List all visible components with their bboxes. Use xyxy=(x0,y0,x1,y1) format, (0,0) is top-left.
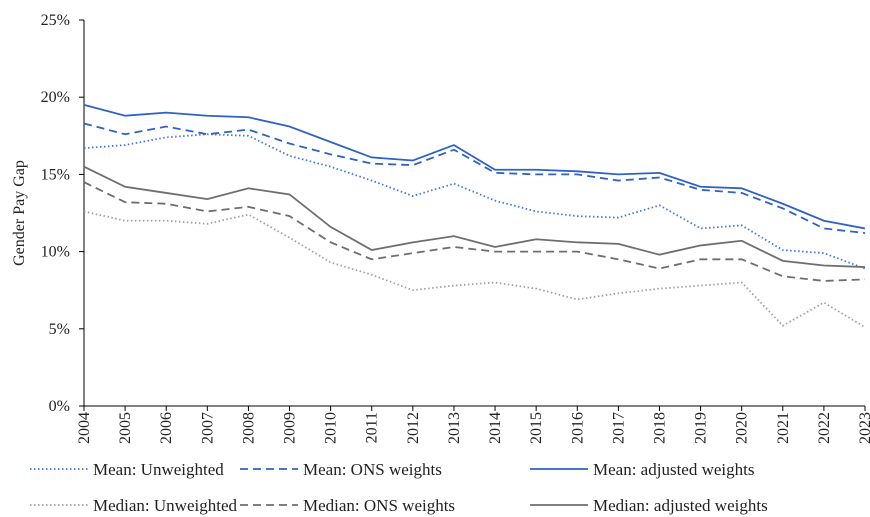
x-tick-label: 2022 xyxy=(816,412,833,444)
x-tick-label: 2005 xyxy=(117,412,134,444)
x-tick-label: 2014 xyxy=(487,412,504,444)
line xyxy=(83,181,866,282)
x-tick-label: 2007 xyxy=(199,412,216,444)
y-axis-title: Gender Pay Gap xyxy=(11,160,28,266)
legend-label: Median: ONS weights xyxy=(303,496,455,515)
x-tick-label: 2016 xyxy=(569,412,586,444)
x-tick-label: 2006 xyxy=(158,412,175,444)
legend-label: Median: Unweighted xyxy=(93,496,237,515)
x-tick-label: 2011 xyxy=(364,412,381,443)
y-tick-label: 20% xyxy=(41,89,70,106)
x-tick-label: 2012 xyxy=(405,412,422,444)
line xyxy=(83,122,866,234)
y-tick-label: 10% xyxy=(41,244,70,261)
x-tick-label: 2019 xyxy=(693,412,710,444)
x-tick-label: 2023 xyxy=(857,412,870,444)
y-tick-label: 15% xyxy=(41,166,70,183)
x-tick-label: 2020 xyxy=(734,412,751,444)
legend-label: Mean: adjusted weights xyxy=(593,460,754,479)
x-tick-label: 2021 xyxy=(775,412,792,444)
x-tick-label: 2013 xyxy=(446,412,463,444)
y-tick-label: 0% xyxy=(49,398,70,415)
x-tick-label: 2018 xyxy=(651,412,668,444)
x-tick-label: 2017 xyxy=(610,412,627,444)
y-tick-label: 25% xyxy=(41,12,70,29)
line xyxy=(83,165,866,268)
y-tick-label: 5% xyxy=(49,321,70,338)
line xyxy=(83,104,866,230)
x-tick-label: 2010 xyxy=(323,412,340,444)
legend-label: Mean: ONS weights xyxy=(303,460,442,479)
legend-label: Mean: Unweighted xyxy=(93,460,224,479)
x-tick-label: 2015 xyxy=(528,412,545,444)
legend-label: Median: adjusted weights xyxy=(593,496,768,515)
line xyxy=(83,210,866,329)
x-tick-label: 2009 xyxy=(282,412,299,444)
x-tick-label: 2004 xyxy=(76,412,93,444)
x-tick-label: 2008 xyxy=(240,412,257,444)
